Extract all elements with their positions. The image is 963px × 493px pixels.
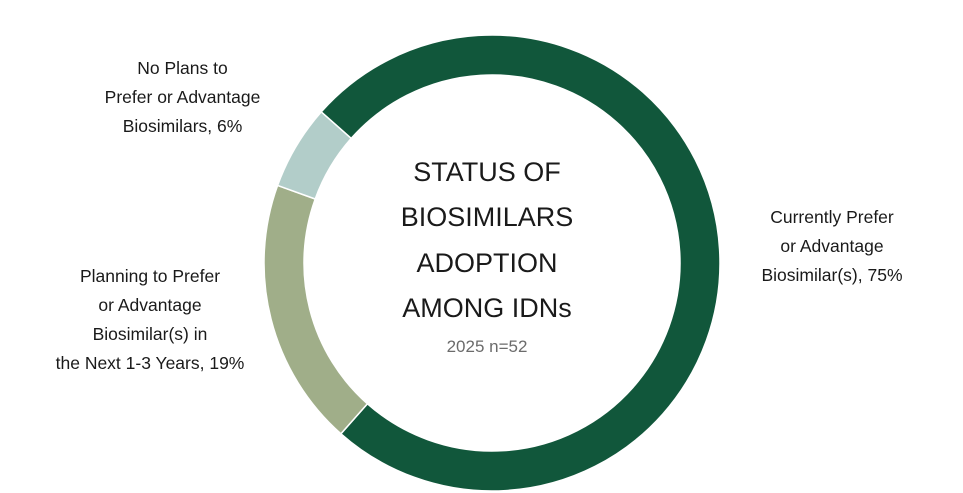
slice-label-line: No Plans to [137, 58, 228, 78]
slice-label-line: Prefer or Advantage [104, 87, 261, 107]
slice-label-line: Biosimilars, 6% [122, 116, 243, 136]
chart-center-title: STATUS OF BIOSIMILARS ADOPTION AMONG IDN… [401, 157, 574, 356]
chart-title-line-4: AMONG IDNs [402, 293, 572, 323]
donut-slice-0 [320, 34, 721, 492]
slice-label-line: or Advantage [780, 236, 884, 256]
chart-title-line-2: BIOSIMILARS [401, 202, 574, 232]
slice-label-currently-prefer: Currently Prefer or Advantage Biosimilar… [732, 203, 932, 290]
donut-slices [263, 34, 721, 492]
slice-label-line: Biosimilar(s) in [92, 324, 208, 344]
slice-label-no-plans: No Plans to Prefer or Advantage Biosimil… [80, 54, 285, 141]
donut-slice-2 [276, 110, 353, 200]
donut-slice-1 [263, 184, 369, 435]
slice-label-line: the Next 1-3 Years, 19% [55, 353, 245, 373]
chart-title-line-3: ADOPTION [416, 248, 557, 278]
slice-label-line: Planning to Prefer [79, 266, 221, 286]
slice-label-line: or Advantage [98, 295, 202, 315]
chart-title-line-1: STATUS OF [413, 157, 561, 187]
slice-label-line: Currently Prefer [770, 207, 894, 227]
chart-subtitle: 2025 n=52 [447, 337, 528, 356]
slice-label-line: Biosimilar(s), 75% [761, 265, 903, 285]
slice-label-planning-to-prefer: Planning to Prefer or Advantage Biosimil… [30, 262, 270, 378]
